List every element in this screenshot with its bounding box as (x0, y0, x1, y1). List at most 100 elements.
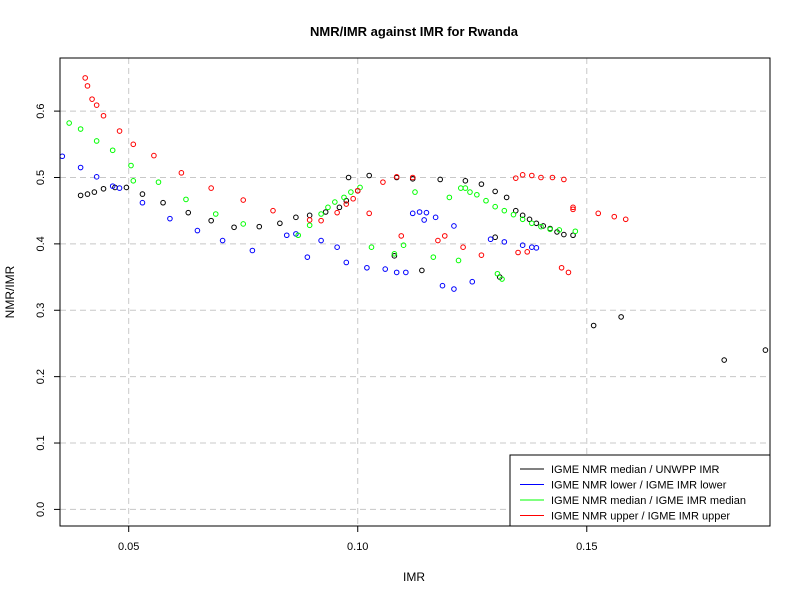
data-point (304, 254, 311, 260)
data-point (219, 237, 226, 244)
legend-label: IGME NMR median / UNWPP IMR (551, 464, 720, 476)
data-point (368, 244, 375, 250)
data-point (306, 212, 313, 219)
legend-label: IGME NMR median / IGME IMR median (551, 495, 746, 507)
data-point (128, 162, 134, 169)
data-point (77, 192, 84, 199)
data-point (318, 237, 324, 244)
data-point (391, 251, 398, 257)
data-point (561, 231, 567, 238)
data-point (123, 184, 130, 191)
y-tick-label: 0.4 (35, 236, 47, 251)
data-point (139, 199, 146, 206)
data-point (350, 195, 356, 202)
data-point (403, 269, 409, 276)
data-point (483, 197, 489, 204)
data-point (77, 126, 84, 132)
data-point (409, 210, 416, 217)
data-point (66, 120, 72, 126)
data-point (529, 172, 535, 179)
data-point (318, 211, 324, 217)
data-point (322, 209, 329, 215)
data-point (277, 220, 283, 227)
y-tick-label: 0.5 (35, 170, 47, 185)
data-point (208, 217, 214, 224)
data-point (590, 322, 597, 329)
y-tick-label: 0.6 (35, 103, 47, 118)
data-point (293, 214, 299, 221)
y-axis: 0.0 0.1 0.2 0.3 0.4 0.5 0.6 (35, 103, 60, 517)
x-axis-label: IMR (403, 570, 425, 584)
data-point (547, 226, 553, 233)
data-point (345, 174, 352, 181)
data-point (538, 174, 544, 181)
data-point (510, 211, 517, 218)
data-point (82, 75, 88, 81)
data-point (393, 174, 400, 180)
data-point (334, 209, 340, 216)
legend-box (509, 454, 771, 527)
data-point (462, 185, 469, 191)
data-point (109, 183, 116, 189)
data-point (478, 252, 485, 258)
data-point (77, 164, 84, 171)
data-point (116, 185, 123, 191)
data-point (231, 224, 237, 231)
y-tick-label: 0.0 (35, 502, 47, 517)
data-point (208, 185, 214, 191)
data-point (437, 176, 443, 183)
data-point (240, 221, 247, 227)
data-point (116, 128, 123, 134)
data-point (469, 278, 476, 285)
data-point (306, 222, 313, 229)
data-point (416, 209, 423, 215)
data-point (455, 257, 462, 264)
data-point (519, 216, 526, 223)
data-point (84, 191, 91, 197)
data-points (59, 75, 769, 363)
data-point (492, 188, 498, 195)
data-point (348, 189, 354, 195)
data-point (100, 185, 107, 192)
data-point (212, 211, 219, 217)
data-point (249, 247, 256, 254)
data-point (533, 245, 540, 251)
data-point (439, 282, 446, 289)
data-point (240, 197, 247, 203)
x-tick-label: 0.05 (118, 541, 139, 553)
data-point (460, 244, 466, 250)
data-point (283, 232, 290, 239)
data-point (570, 204, 576, 211)
data-point (503, 194, 510, 201)
data-point (474, 191, 480, 198)
data-point (538, 223, 544, 230)
data-point (432, 214, 439, 221)
data-point (572, 228, 579, 235)
data-point (762, 347, 769, 353)
data-point (721, 357, 727, 363)
data-point (565, 269, 572, 276)
data-point (409, 174, 416, 181)
data-point (533, 220, 540, 227)
data-point (561, 176, 567, 183)
data-point (570, 206, 576, 213)
legend-label: IGME NMR upper / IGME IMR upper (551, 511, 730, 523)
data-point (160, 199, 166, 206)
data-point (59, 153, 66, 160)
data-point (467, 189, 473, 195)
y-tick-label: 0.1 (35, 435, 47, 450)
data-point (478, 181, 485, 187)
data-point (256, 223, 263, 230)
data-point (419, 267, 425, 274)
data-point (618, 314, 624, 320)
data-point (492, 234, 498, 241)
x-tick-label: 0.15 (576, 541, 597, 553)
data-point (382, 266, 389, 272)
data-point (306, 217, 313, 223)
data-point (549, 174, 556, 181)
data-point (155, 179, 162, 185)
data-point (570, 232, 576, 239)
data-point (341, 194, 347, 201)
data-point (595, 210, 602, 217)
